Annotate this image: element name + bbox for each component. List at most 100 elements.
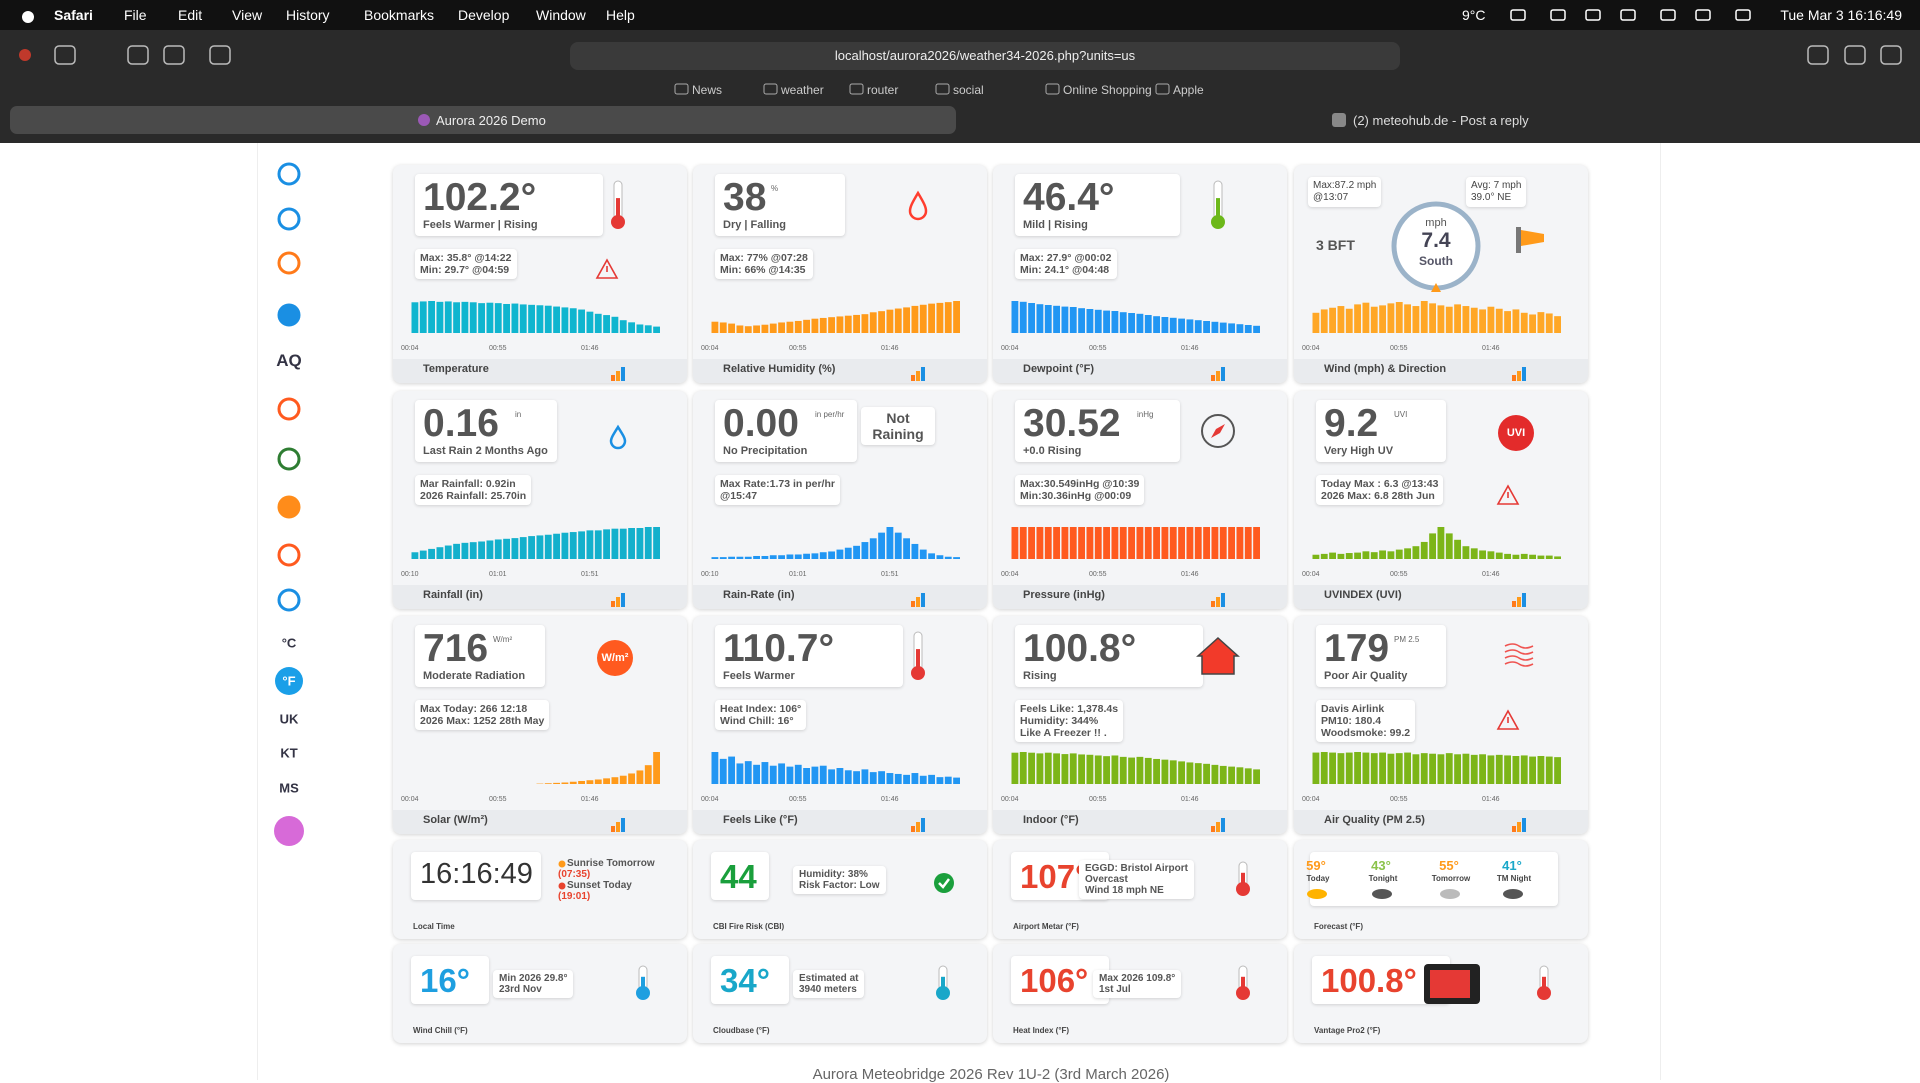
sun-time: (07:35) [558, 869, 590, 880]
detail-line: Max: 27.9° @00:02 [1020, 252, 1112, 264]
chart-bar [1145, 315, 1152, 333]
chart-bar [853, 546, 860, 559]
menu-item[interactable]: Bookmarks [364, 7, 434, 23]
chart-bar [1354, 304, 1361, 333]
chart-bar [1145, 527, 1152, 559]
chart-bar [1228, 323, 1235, 333]
status-clock[interactable]: Tue Mar 3 16:16:49 [1780, 7, 1902, 23]
weather-glyph [1503, 889, 1523, 899]
chart-bar [1496, 309, 1503, 333]
chart-bar [637, 528, 644, 559]
tabs-button [1881, 46, 1901, 64]
menu-item[interactable]: Help [606, 7, 635, 23]
detail-line: Min: 24.1° @04:48 [1020, 264, 1112, 276]
menu-item[interactable]: Window [536, 7, 586, 23]
menu-item[interactable]: File [124, 7, 147, 23]
thermometer-icon [1534, 966, 1554, 1004]
bookmark-folder[interactable]: Online Shopping [1063, 83, 1152, 97]
thermometer-bulb [1211, 215, 1225, 229]
sidebar-link[interactable]: °C [282, 636, 297, 651]
bookmark-folder[interactable]: weather [781, 83, 824, 97]
chart-bar [503, 304, 510, 333]
tab-title[interactable]: Aurora 2026 Demo [436, 113, 546, 128]
chart-bar [795, 554, 802, 559]
chart-bar [720, 322, 727, 333]
sidebar-link[interactable]: AQ [276, 351, 302, 371]
chart-bar [1070, 753, 1077, 784]
chart-bar [1438, 754, 1445, 784]
chart-bar [1087, 309, 1094, 333]
sidebar-link[interactable]: °F [282, 674, 295, 689]
bookmark-folder[interactable]: Apple [1173, 83, 1204, 97]
chart-bar [753, 325, 760, 333]
weather-glyph [1372, 889, 1392, 899]
menu-item[interactable]: View [232, 7, 262, 23]
sidebar-icon [279, 305, 299, 325]
chart-icon-bar [1211, 826, 1215, 832]
menu-item[interactable]: Edit [178, 7, 202, 23]
chart-bar [887, 773, 894, 784]
sidebar-link[interactable]: KT [280, 746, 297, 761]
chart-bar [595, 314, 602, 333]
chart-bar [428, 549, 435, 559]
chart-bar [1529, 314, 1536, 333]
chart-bar [537, 305, 544, 333]
chart-bar [878, 533, 885, 559]
chart-tick-label: 01:01 [789, 571, 807, 578]
bookmark-folder[interactable]: News [692, 83, 722, 97]
chart-bar [812, 767, 819, 784]
bookmark-folder[interactable]: social [953, 83, 984, 97]
chart-bar [603, 315, 610, 333]
thermometer-bulb [911, 666, 925, 680]
chart-bar [1253, 527, 1260, 559]
chart-bar [1078, 527, 1085, 559]
chart-bar [937, 303, 944, 333]
chart-bar [1012, 753, 1019, 784]
folder-icon [764, 84, 777, 94]
value-box: 34° [711, 956, 789, 1004]
chart-bar [912, 773, 919, 784]
chart-bar [1103, 756, 1110, 784]
sidebar-link[interactable]: MS [279, 781, 299, 796]
chart-bar [803, 320, 810, 333]
thermometer-bulb [1537, 986, 1551, 1000]
chart-bar [1538, 312, 1545, 333]
card-title: CBI Fire Risk (CBI) [713, 922, 784, 931]
bookmark-folder[interactable]: router [867, 83, 898, 97]
card-title: Heat Index (°F) [1013, 1026, 1069, 1035]
chart-tick-label: 01:46 [1181, 796, 1199, 803]
chart-bar [528, 305, 535, 333]
chart-bar [853, 771, 860, 784]
card-title: Local Time [413, 922, 455, 931]
status-glyph [1661, 10, 1675, 20]
detail-line: Max Today: 266 12:18 [420, 703, 544, 715]
chart-bar [803, 768, 810, 784]
chart-bar [1496, 755, 1503, 784]
chart-bar [1070, 527, 1077, 559]
chart-bar [1379, 305, 1386, 333]
chart-bar [1095, 310, 1102, 333]
chart-bar [1346, 309, 1353, 333]
chart-bar [1237, 324, 1244, 333]
chart-icon-bar [921, 818, 925, 832]
detail-line: Mar Rainfall: 0.92in [420, 478, 526, 490]
tab-title[interactable]: (2) meteohub.de - Post a reply [1353, 113, 1529, 128]
address-url[interactable]: localhost/aurora2026/weather34-2026.php?… [835, 48, 1135, 63]
forecast-icon [1371, 886, 1393, 900]
chart-bar [1313, 555, 1320, 559]
menu-item[interactable]: Develop [458, 7, 509, 23]
chart-bar [828, 317, 835, 333]
console-screen [1430, 970, 1470, 998]
detail-line: Feels Like: 1,378.4s [1020, 703, 1118, 715]
chart-bar [1429, 754, 1436, 784]
current-value: 179 [1324, 627, 1389, 671]
chart-tick-label: 00:10 [401, 571, 419, 578]
sidebar-link[interactable]: UK [280, 712, 299, 727]
chart-bar [762, 325, 769, 333]
card-title: Dewpoint (°F) [993, 359, 1287, 383]
chart-bar [1053, 753, 1060, 784]
menu-item[interactable]: History [286, 7, 330, 23]
menu-item[interactable]: Safari [54, 7, 93, 23]
chart-bar [895, 533, 902, 559]
